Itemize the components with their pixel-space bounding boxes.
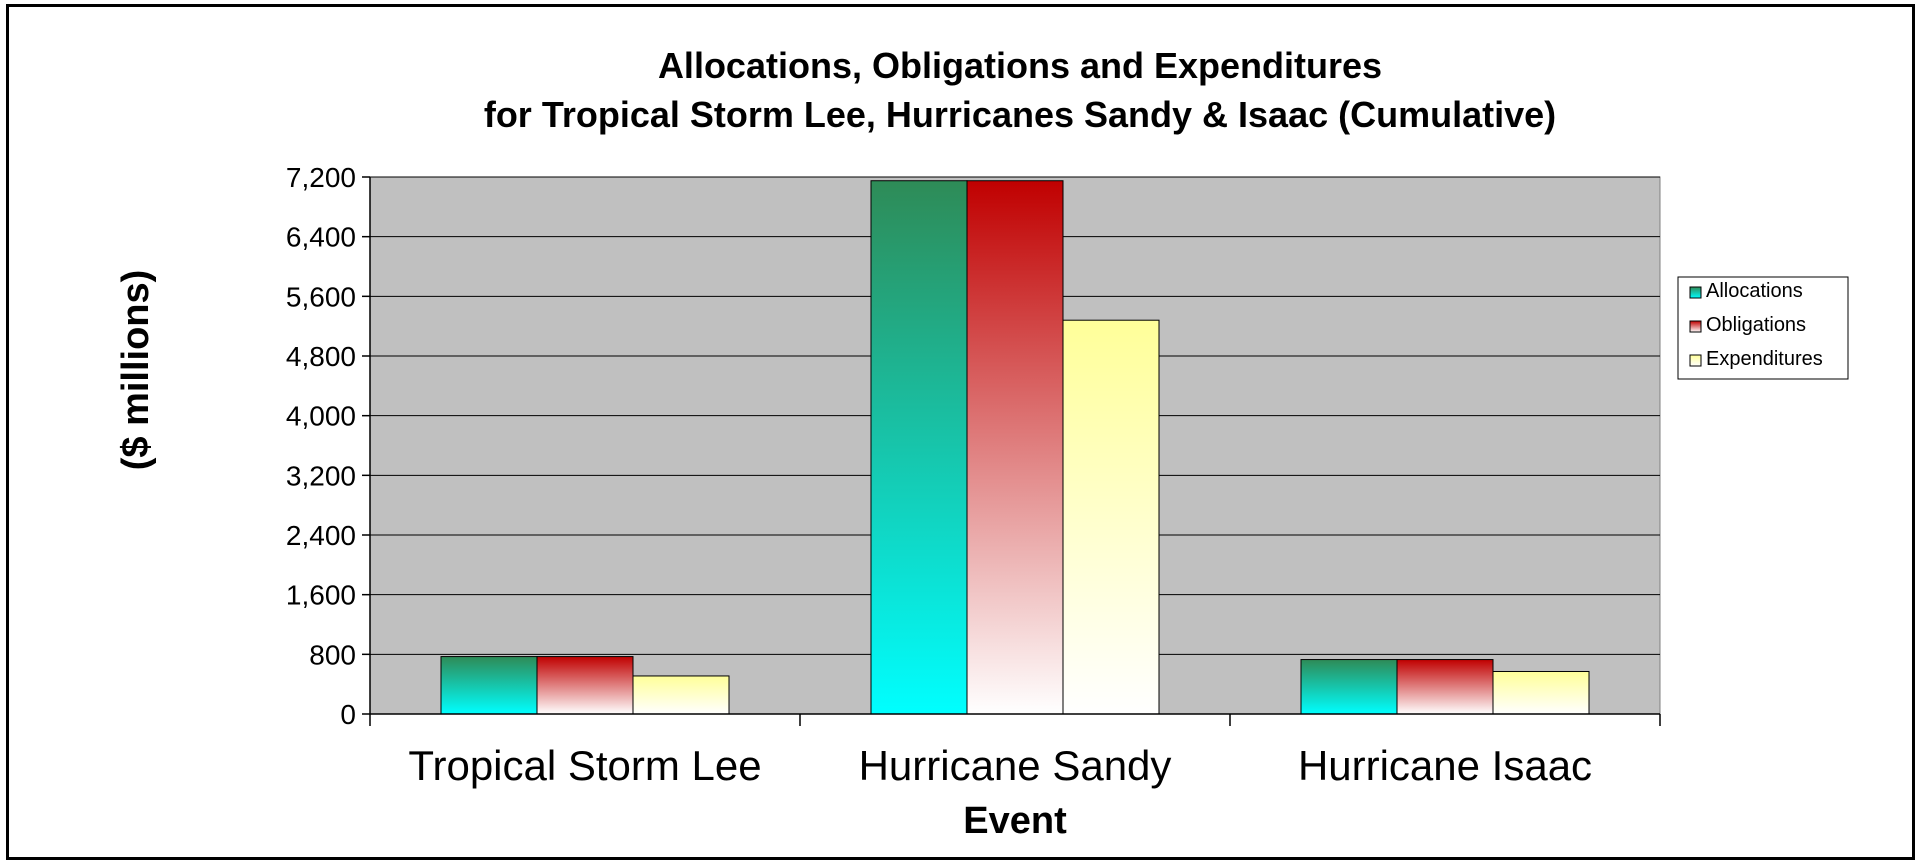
y-tick-label: 0 <box>340 699 356 730</box>
legend-swatch-expenditures <box>1689 354 1702 367</box>
bar-obligations-2 <box>1396 659 1494 715</box>
bar-allocations-2 <box>1300 659 1398 715</box>
legend-label-obligations: Obligations <box>1706 314 1806 336</box>
y-tick-label: 1,600 <box>286 580 356 611</box>
legend-swatch-obligations <box>1689 320 1702 333</box>
y-tick-label: 3,200 <box>286 460 356 491</box>
y-tick-label: 7,200 <box>286 162 356 193</box>
x-axis-title: Event <box>963 800 1067 842</box>
x-category-label: Hurricane Isaac <box>1298 742 1592 789</box>
legend: Allocations Obligations Expenditures <box>1677 276 1849 380</box>
chart-title-line-1: Allocations, Obligations and Expenditure… <box>658 45 1382 86</box>
y-tick-label: 6,400 <box>286 222 356 253</box>
y-axis-ticks: 0 800 1,600 2,400 3,200 4,000 4,800 5,600 6,400 7… <box>286 162 370 730</box>
y-tick-label: 4,000 <box>286 401 356 432</box>
bars <box>440 180 1590 715</box>
legend-box <box>1677 276 1849 380</box>
y-axis-title: ($ millions) <box>115 270 157 471</box>
x-category-label: Tropical Storm Lee <box>408 742 761 789</box>
bar-allocations-1 <box>870 180 968 715</box>
bar-obligations-0 <box>536 656 634 715</box>
bar-allocations-0 <box>440 656 538 715</box>
legend-label-allocations: Allocations <box>1706 280 1803 302</box>
y-tick-label: 2,400 <box>286 520 356 551</box>
y-tick-label: 5,600 <box>286 281 356 312</box>
bar-expenditures-1 <box>1062 319 1160 715</box>
chart-title-line-2: for Tropical Storm Lee, Hurricanes Sandy… <box>484 94 1556 135</box>
y-tick-label: 800 <box>309 639 356 670</box>
bar-expenditures-2 <box>1492 670 1590 715</box>
x-category-label: Hurricane Sandy <box>859 742 1172 789</box>
legend-label-expenditures: Expenditures <box>1706 348 1823 370</box>
bar-obligations-1 <box>966 180 1064 715</box>
legend-swatch-allocations <box>1689 286 1702 299</box>
y-tick-label: 4,800 <box>286 341 356 372</box>
x-axis-categories: Tropical Storm Lee Hurricane Sandy Hurrica… <box>369 714 1661 789</box>
bar-expenditures-0 <box>632 675 730 715</box>
